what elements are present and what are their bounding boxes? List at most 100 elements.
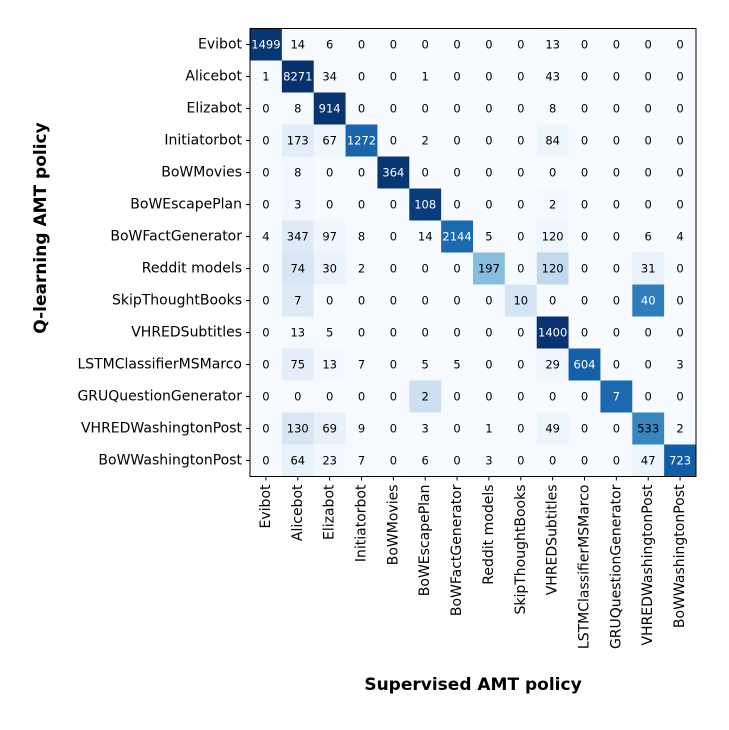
heatmap-cell <box>536 348 570 381</box>
cell-value-label: 0 <box>517 102 524 116</box>
heatmap-cell <box>377 28 410 61</box>
heatmap-cell <box>664 412 697 445</box>
cell-value-label: 0 <box>453 454 460 468</box>
cell-value-label: 0 <box>326 198 333 212</box>
cell-value-label: 0 <box>581 390 588 404</box>
y-tick-label: Elizabot <box>187 101 243 117</box>
heatmap-cell <box>536 412 570 445</box>
heatmap-cell <box>473 380 506 413</box>
heatmap-cell <box>250 92 283 125</box>
heatmap-cell <box>281 156 315 189</box>
heatmap-cell <box>409 220 442 253</box>
cell-value-label: 69 <box>322 422 337 436</box>
heatmap-cell <box>473 92 506 125</box>
heatmap-cell <box>250 60 283 93</box>
y-tick-label: BoWFactGenerator <box>110 229 242 245</box>
cell-value-label: 0 <box>390 454 397 468</box>
heatmap-cell <box>345 380 378 413</box>
heatmap-cell <box>441 188 474 221</box>
heatmap-cell <box>536 316 570 349</box>
heatmap-cell <box>600 220 633 253</box>
cell-value-label: 1 <box>262 70 269 84</box>
heatmap-cell <box>345 60 378 93</box>
heatmap-cell <box>345 220 378 253</box>
heatmap-cell <box>345 124 378 157</box>
heatmap-cell <box>441 348 474 381</box>
heatmap-cell <box>504 444 538 477</box>
heatmap-cell <box>345 444 378 477</box>
cell-value-label: 0 <box>390 102 397 116</box>
heatmap-cell <box>377 348 410 381</box>
x-tick-label: BoWWashingtonPost <box>672 484 688 628</box>
cell-value-label: 8 <box>358 230 365 244</box>
heatmap-cell <box>504 348 538 381</box>
heatmap-cell <box>313 188 347 221</box>
heatmap-cell <box>568 252 601 285</box>
cell-value-label: 0 <box>581 262 588 276</box>
heatmap-cell <box>632 60 665 93</box>
cell-value-label: 13 <box>322 358 337 372</box>
heatmap-cell <box>409 60 442 93</box>
cell-value-label: 13 <box>290 326 305 340</box>
heatmap-cell <box>664 316 697 349</box>
cell-value-label: 0 <box>294 390 301 404</box>
heatmap-cell <box>250 220 283 253</box>
cell-value-label: 3 <box>485 454 492 468</box>
cell-value-label: 0 <box>485 390 492 404</box>
cell-value-label: 0 <box>549 390 556 404</box>
heatmap-cell <box>409 124 442 157</box>
heatmap-cell <box>504 316 538 349</box>
cell-value-label: 14 <box>418 230 433 244</box>
cell-value-label: 0 <box>581 70 588 84</box>
y-tick-label: VHREDWashingtonPost <box>81 421 243 437</box>
cell-value-label: 0 <box>262 390 269 404</box>
heatmap-cell <box>409 188 442 221</box>
cell-value-label: 120 <box>542 262 564 276</box>
heatmap-cell-labels: 1499 14 6 0 0 0 0 0 0 13 0 0 0 01 8271 34 0 0 1 0 0 0 43 0 0 0 00 8… <box>251 38 691 468</box>
heatmap-cell <box>441 92 474 125</box>
cell-value-label: 0 <box>262 326 269 340</box>
cell-value-label: 30 <box>322 262 337 276</box>
heatmap-cell <box>568 124 601 157</box>
cell-value-label: 0 <box>517 134 524 148</box>
heatmap-cell <box>632 348 665 381</box>
heatmap-cell <box>600 348 633 381</box>
cell-value-label: 7 <box>294 294 301 308</box>
cell-value-label: 3 <box>422 422 429 436</box>
cell-value-label: 197 <box>478 262 500 276</box>
cell-value-label: 0 <box>676 326 683 340</box>
cell-value-label: 2 <box>422 390 429 404</box>
x-tick-label: BoWFactGenerator <box>449 484 465 616</box>
y-tick-label: LSTMClassifierMSMarco <box>77 357 242 373</box>
x-tick-label: Initiatorbot <box>354 484 370 562</box>
heatmap-cell <box>664 124 697 157</box>
cell-value-label: 0 <box>262 102 269 116</box>
heatmap-cell <box>568 412 601 445</box>
heatmap-cell <box>313 92 347 125</box>
cell-value-label: 120 <box>542 230 564 244</box>
cell-value-label: 8 <box>549 102 556 116</box>
heatmap-cell <box>536 252 570 285</box>
cell-value-label: 8 <box>294 166 301 180</box>
cell-value-label: 2144 <box>442 230 471 244</box>
y-tick-labels: Evibot Alicebot Elizabot Initiatorbot BoWMov… <box>77 37 250 469</box>
heatmap-cell <box>313 348 347 381</box>
cell-value-label: 914 <box>319 102 341 116</box>
heatmap-cell <box>409 444 442 477</box>
heatmap-cell <box>250 412 283 445</box>
cell-value-label: 2 <box>422 134 429 148</box>
heatmap-cell <box>441 60 474 93</box>
heatmap-cell <box>345 28 378 61</box>
cell-value-label: 0 <box>326 166 333 180</box>
cell-value-label: 67 <box>322 134 337 148</box>
cell-value-label: 6 <box>326 38 333 52</box>
heatmap-cell <box>536 92 570 125</box>
cell-value-label: 0 <box>549 166 556 180</box>
heatmap-cell <box>568 444 601 477</box>
cell-value-label: 0 <box>676 262 683 276</box>
heatmap-cell <box>504 60 538 93</box>
heatmap-cell <box>441 156 474 189</box>
cell-value-label: 0 <box>485 70 492 84</box>
heatmap-cell <box>250 444 283 477</box>
